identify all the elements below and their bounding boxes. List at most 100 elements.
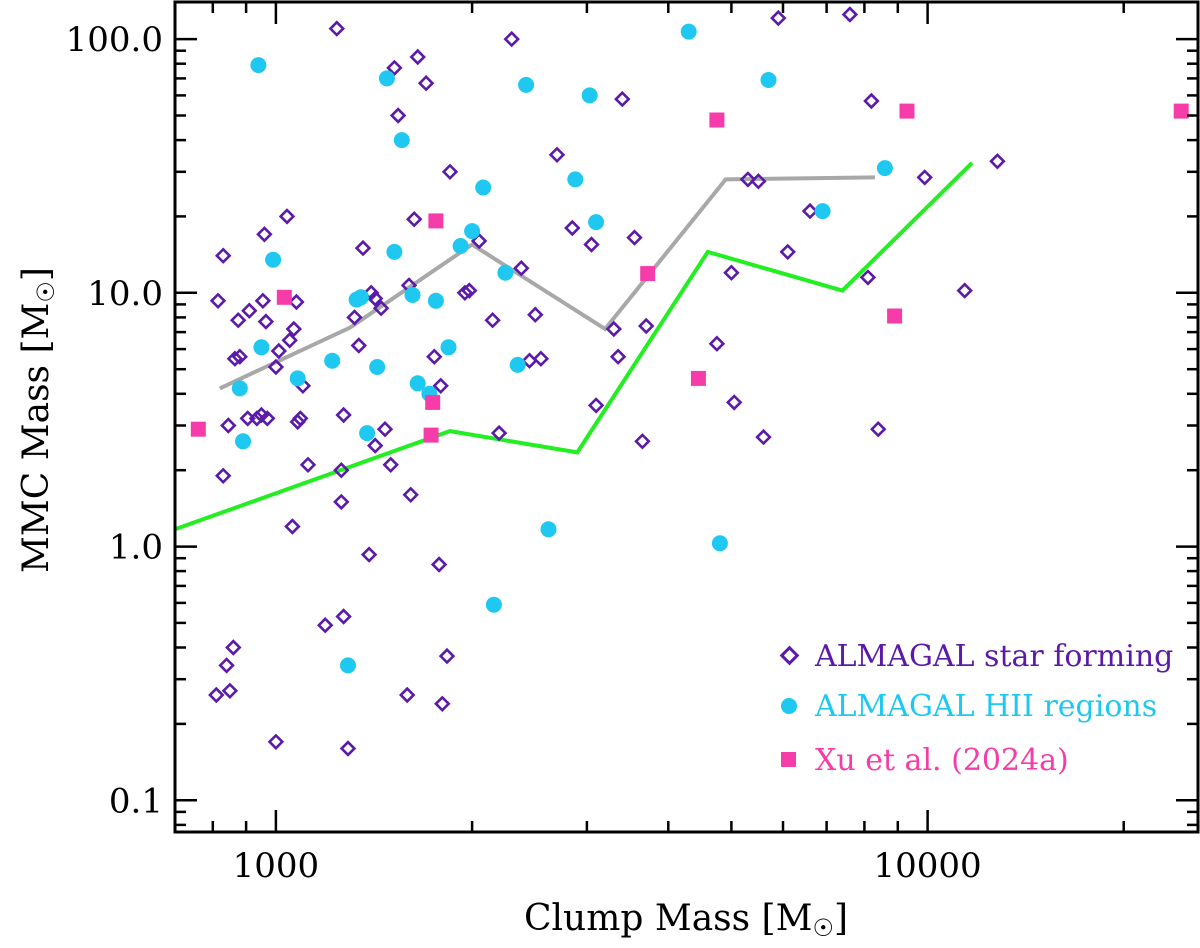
star-forming-point-7 (241, 302, 258, 319)
legend: ALMAGAL star forming ALMAGAL HII regions… (779, 639, 1173, 778)
star-forming-point-78 (956, 282, 973, 299)
star-forming-point-59 (609, 348, 627, 365)
hii-region-point-4 (235, 433, 251, 450)
star-forming-point-70 (770, 9, 787, 27)
star-forming-point-1 (214, 247, 232, 264)
star-forming-point-65 (723, 264, 740, 281)
star-forming-point-57 (587, 397, 605, 414)
xu-point-1 (276, 289, 292, 305)
hii-region-point-29 (581, 87, 598, 104)
legend-marker-xu (781, 752, 796, 767)
star-forming-point-88 (208, 686, 225, 704)
xu-point-3 (428, 213, 444, 229)
hii-region-point-11 (369, 359, 386, 375)
legend-marker-hii (781, 698, 797, 714)
hii-region-point-30 (588, 214, 605, 231)
star-forming-point-83 (335, 608, 352, 625)
xu-point-0 (190, 421, 206, 437)
star-forming-point-38 (405, 210, 423, 228)
star-forming-point-9 (253, 406, 270, 424)
star-forming-point-53 (532, 350, 550, 367)
y-tick-label-0: 0.1 (109, 781, 163, 821)
hii-region-point-26 (518, 76, 535, 93)
hii-region-point-16 (409, 375, 426, 392)
y-tick-label-2: 10.0 (87, 274, 163, 314)
star-forming-point-77 (916, 169, 933, 186)
hii-region-point-13 (386, 243, 403, 260)
star-forming-point-47 (484, 311, 501, 329)
star-forming-point-36 (389, 107, 407, 124)
star-forming-point-66 (725, 394, 743, 411)
star-forming-point-25 (333, 461, 350, 479)
gray-trend-line (218, 175, 875, 391)
star-forming-point-54 (548, 146, 566, 164)
star-forming-point-64 (708, 335, 726, 352)
star-forming-point-39 (409, 48, 426, 66)
star-forming-point-89 (218, 657, 235, 674)
star-forming-point-72 (801, 202, 819, 220)
hii-region-point-9 (352, 289, 369, 306)
star-forming-point-61 (626, 229, 643, 246)
star-forming-point-92 (267, 733, 285, 751)
star-forming-point-4 (229, 311, 247, 329)
star-forming-point-15 (270, 342, 288, 360)
star-forming-point-81 (284, 518, 301, 535)
legend-label-hii: ALMAGAL HII regions (814, 689, 1157, 724)
star-forming-point-60 (614, 90, 631, 108)
hii-region-point-28 (567, 171, 584, 188)
hii-region-point-27 (540, 521, 557, 538)
star-forming-point-18 (285, 320, 303, 338)
star-forming-point-73 (841, 6, 859, 23)
star-forming-point-94 (398, 686, 416, 704)
hii-region-point-19 (440, 339, 457, 356)
xu-point-4 (423, 427, 439, 443)
series-layer (174, 6, 1189, 757)
star-forming-point-58 (605, 320, 623, 338)
legend-label-xu: Xu et al. (2024a) (815, 743, 1069, 778)
xu-point-10 (1173, 103, 1189, 119)
star-forming-point-85 (333, 493, 350, 511)
hii-region-point-2 (253, 339, 270, 356)
star-forming-point-93 (339, 740, 357, 757)
star-forming-point-51 (521, 352, 538, 369)
star-forming-point-97 (366, 437, 384, 454)
star-forming-point-80 (214, 467, 232, 485)
plot-frame (173, 0, 1200, 834)
star-forming-point-75 (863, 92, 880, 110)
x-axis-title: Clump Mass [M☉] (524, 898, 848, 942)
star-forming-point-41 (426, 348, 443, 365)
hii-region-point-31 (680, 23, 697, 40)
green-trend-line (174, 161, 974, 532)
star-forming-point-90 (221, 682, 239, 700)
hii-region-point-5 (289, 370, 306, 387)
star-forming-point-34 (382, 456, 399, 474)
x-tick-label-0: 1000 (233, 846, 320, 886)
star-forming-point-45 (461, 282, 478, 299)
star-forming-point-21 (292, 410, 309, 427)
star-forming-point-96 (434, 695, 451, 713)
star-forming-point-0 (209, 292, 227, 310)
hii-region-point-22 (475, 179, 492, 196)
star-forming-point-42 (432, 377, 449, 395)
y-axis-title: MMC Mass [M☉] (16, 267, 60, 573)
star-forming-point-19 (288, 293, 305, 311)
star-forming-point-79 (989, 153, 1006, 170)
star-forming-point-74 (859, 269, 877, 286)
star-forming-point-11 (256, 226, 273, 243)
star-forming-point-76 (869, 420, 887, 438)
star-forming-point-48 (490, 424, 508, 442)
star-forming-point-14 (267, 358, 285, 376)
y-tick-label-3: 100.0 (66, 20, 163, 60)
star-forming-point-13 (259, 410, 276, 427)
hii-region-point-34 (814, 203, 831, 220)
star-forming-point-82 (316, 616, 334, 634)
star-forming-point-5 (231, 348, 249, 365)
star-forming-point-95 (438, 647, 456, 665)
star-forming-point-49 (503, 30, 520, 48)
xu-point-2 (425, 394, 441, 410)
star-forming-point-87 (430, 556, 448, 573)
hii-region-point-35 (876, 160, 893, 177)
star-forming-point-12 (257, 313, 275, 330)
hii-region-point-20 (452, 238, 469, 254)
star-forming-point-69 (755, 428, 772, 446)
